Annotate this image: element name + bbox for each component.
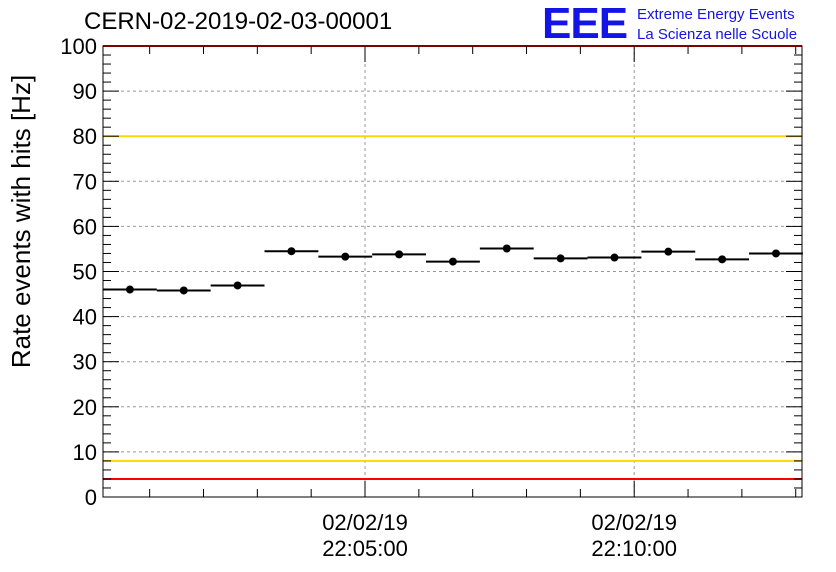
data-point [287,247,296,256]
data-point [610,253,619,262]
y-tick-label: 40 [73,305,97,330]
data-point [664,247,673,256]
y-tick-label: 90 [73,79,97,104]
logo-line-1: Extreme Energy Events [637,6,795,23]
data-point [395,250,404,259]
y-tick-label: 50 [73,260,97,285]
tick-layer [103,45,802,498]
x-tick-label-date: 02/02/19 [591,510,677,535]
logo-mark: EEE [542,0,628,48]
data-point [179,286,188,295]
y-axis-title: Rate events with hits [Hz] [6,75,36,368]
y-tick-label: 80 [73,124,97,149]
y-tick-label: 20 [73,395,97,420]
y-tick-label: 10 [73,440,97,465]
grid-layer [103,46,802,497]
x-tick-label-time: 22:10:00 [591,536,677,561]
logo-line-2: La Scienza nelle Scuole [637,26,798,43]
y-tick-label: 30 [73,350,97,375]
x-tick-label-date: 02/02/19 [322,510,408,535]
data-point [502,244,511,253]
data-point [125,285,134,294]
data-point [448,257,457,266]
data-point [556,254,565,263]
y-tick-label: 0 [85,485,97,510]
y-tick-label: 70 [73,169,97,194]
chart-title: CERN-02-2019-02-03-00001 [84,8,393,35]
y-tick-label: 100 [60,34,97,59]
data-layer [103,244,803,295]
y-tick-label: 60 [73,214,97,239]
x-tick-label-time: 22:05:00 [322,536,408,561]
data-point [341,252,350,261]
eee-logo: EEE Extreme Energy Events La Scienza nel… [542,2,832,46]
label-layer: 010203040506070809010002/02/1922:05:0002… [60,34,677,561]
data-point [718,255,727,264]
data-point [233,281,242,290]
data-point [771,249,780,258]
